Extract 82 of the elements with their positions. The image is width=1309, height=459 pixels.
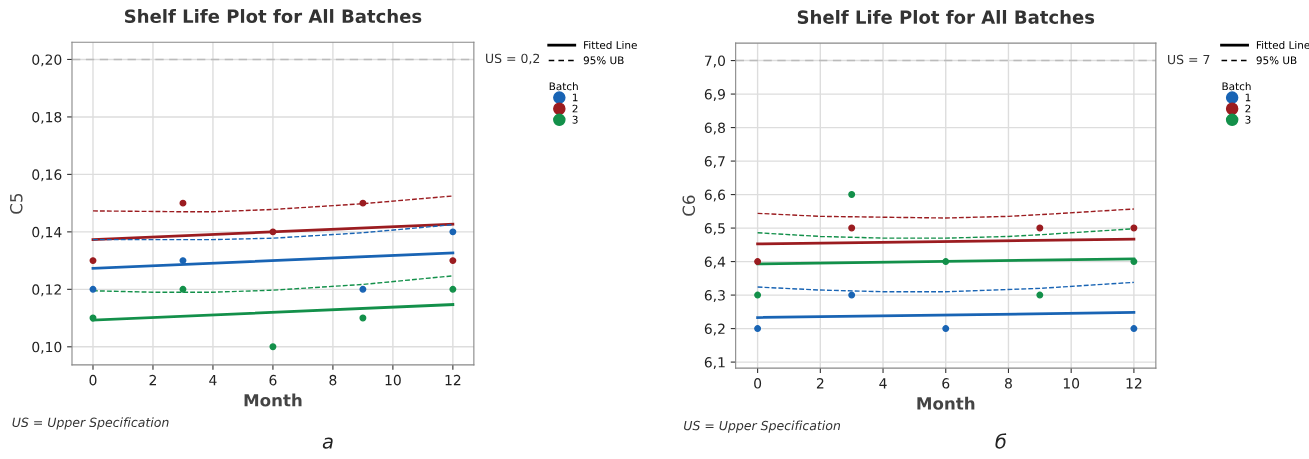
legend-label: 1 xyxy=(572,93,578,102)
point xyxy=(359,199,367,207)
y-tick-label: 6,5 xyxy=(704,223,725,235)
x-tick-label: 10 xyxy=(1063,378,1080,389)
x-tick-label: 0 xyxy=(89,374,97,386)
y-tick-label: 6,9 xyxy=(704,89,725,101)
y-tick-label: 0,12 xyxy=(32,284,61,297)
y-tick-label: 7,0 xyxy=(704,55,726,68)
x-tick-label: 12 xyxy=(1126,378,1142,389)
legend-label: 3 xyxy=(1245,115,1251,124)
legend-label: 1 xyxy=(1245,93,1251,102)
x-tick-label: 2 xyxy=(816,378,824,389)
y-tick-label: 0,14 xyxy=(32,226,62,239)
point xyxy=(1036,224,1044,232)
point xyxy=(1130,258,1138,266)
point xyxy=(1130,325,1138,333)
x-tick-label: 8 xyxy=(1004,378,1012,389)
point xyxy=(179,199,187,207)
x-tick-label: 8 xyxy=(329,374,337,386)
point xyxy=(754,291,762,299)
x-tick-label: 12 xyxy=(445,374,461,386)
point xyxy=(359,314,367,322)
chart-title: Shelf Life Plot for All Batches xyxy=(797,9,1095,24)
x-tick-label: 4 xyxy=(209,375,217,386)
text: 95% UB xyxy=(583,56,624,65)
x-tick-label: 4 xyxy=(879,378,887,389)
x-axis-title: Month xyxy=(244,393,302,407)
x-tick-label: 2 xyxy=(149,374,156,386)
legend-title: Batch xyxy=(549,82,578,91)
point xyxy=(942,258,950,266)
y-tick-label: 6,2 xyxy=(704,323,725,336)
point xyxy=(754,258,762,266)
point xyxy=(848,224,856,232)
line-series xyxy=(92,195,454,213)
text: Fitted Line xyxy=(1256,40,1309,49)
point xyxy=(1130,224,1138,232)
y-tick-label: 6,6 xyxy=(704,189,726,202)
y-tick-label: 0,16 xyxy=(32,169,62,182)
point xyxy=(449,257,457,265)
y-tick-label: 6,1 xyxy=(704,357,725,369)
x-axis-title: Month xyxy=(917,396,975,410)
point xyxy=(1036,291,1044,299)
point xyxy=(449,228,457,236)
text: US = Upper Specification xyxy=(12,417,169,430)
point xyxy=(359,285,367,293)
text: б xyxy=(995,433,1007,449)
x-tick-label: 0 xyxy=(754,378,762,389)
point xyxy=(269,343,277,351)
chart-title: Shelf Life Plot for All Batches xyxy=(124,9,422,24)
y-tick-label: 0,18 xyxy=(32,111,62,124)
point xyxy=(89,285,97,293)
point xyxy=(449,285,457,293)
text: 95% UB xyxy=(1256,56,1297,65)
y-axis-title: C5 xyxy=(9,193,23,214)
point xyxy=(179,257,187,265)
legend-label: 3 xyxy=(572,115,578,124)
y-tick-label: 0,20 xyxy=(32,54,62,67)
text: а xyxy=(322,437,333,449)
x-tick-label: 10 xyxy=(385,374,401,386)
y-tick-label: 6,7 xyxy=(704,156,725,168)
y-tick-label: 6,4 xyxy=(704,256,726,269)
legend-title: Batch xyxy=(1222,82,1251,91)
point xyxy=(848,191,856,199)
x-tick-label: 6 xyxy=(269,374,277,386)
point xyxy=(848,291,856,299)
point xyxy=(942,325,950,333)
text: US = Upper Specification xyxy=(684,420,841,433)
y-tick-label: 0,10 xyxy=(32,341,62,354)
y-tick-label: 6,8 xyxy=(704,122,725,135)
ref-line-label: US = 0,2 xyxy=(486,53,540,65)
point xyxy=(89,257,97,265)
point xyxy=(269,228,277,236)
x-tick-label: 6 xyxy=(942,378,950,389)
point xyxy=(179,285,187,293)
point xyxy=(754,325,762,333)
y-axis-title: C6 xyxy=(682,195,696,216)
ref-line-label: US = 7 xyxy=(1168,54,1210,65)
text: Fitted Line xyxy=(584,40,637,49)
y-tick-label: 6,3 xyxy=(704,290,725,302)
line-series xyxy=(756,208,1135,219)
legend-label: 2 xyxy=(1245,104,1251,113)
legend-label: 2 xyxy=(572,104,578,113)
